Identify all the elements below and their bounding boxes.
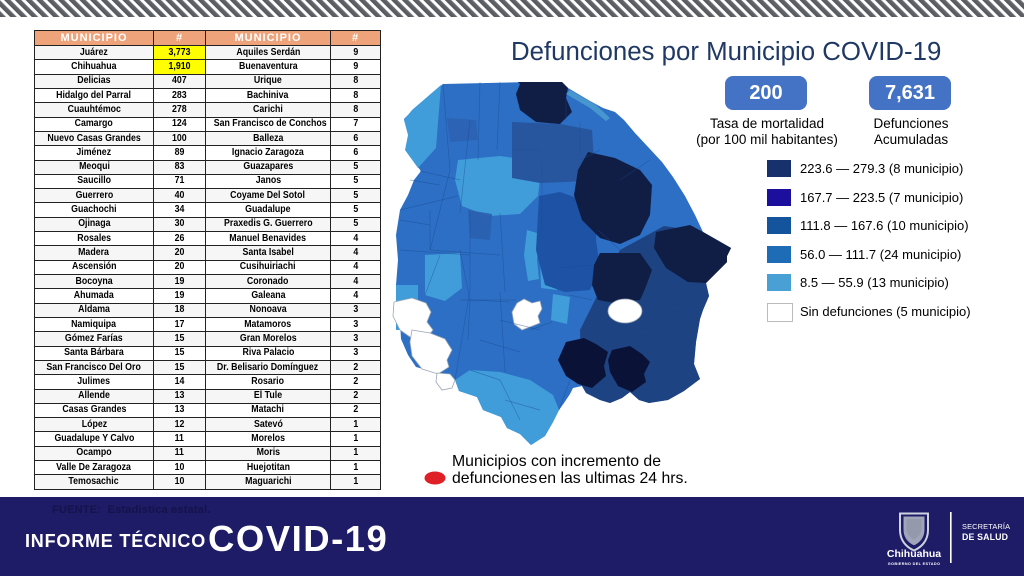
svg-text:GOBIERNO DEL ESTADO: GOBIERNO DEL ESTADO [888, 562, 941, 566]
svg-text:Chihuahua: Chihuahua [887, 548, 941, 560]
svg-text:SECRETARÍA: SECRETARÍA [962, 522, 1010, 531]
svg-text:DE SALUD: DE SALUD [962, 532, 1008, 542]
